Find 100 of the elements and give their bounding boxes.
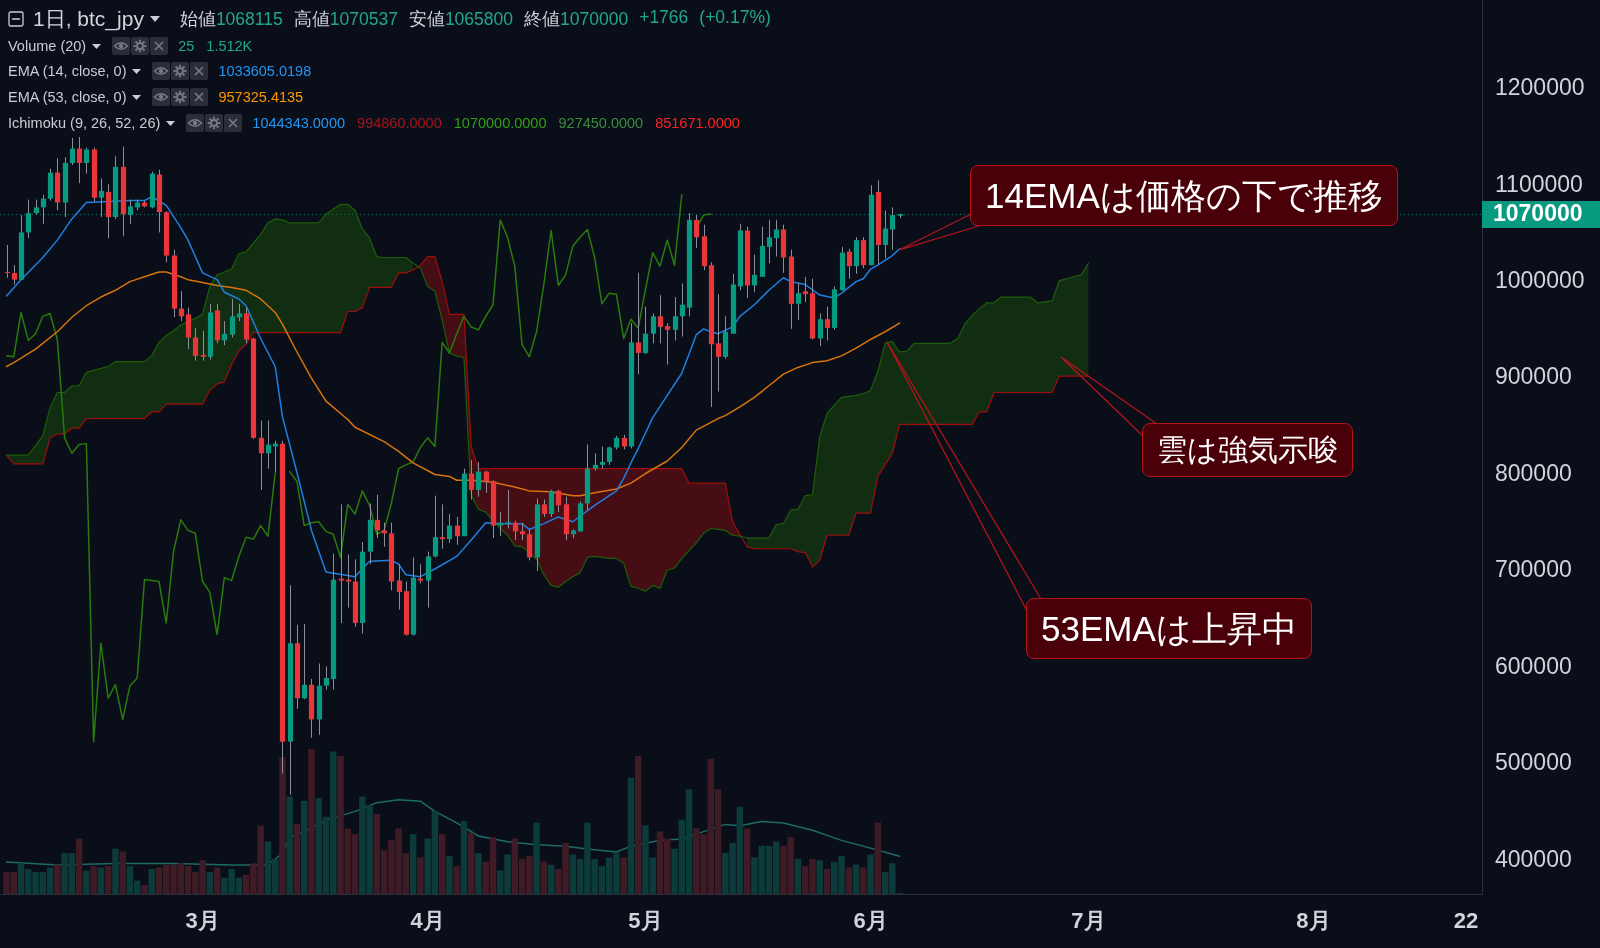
bar <box>417 857 424 894</box>
text: EMA (53, close, 0) 957325.4135 <box>8 89 304 105</box>
bar <box>112 848 119 894</box>
candlestick <box>599 446 606 470</box>
candlestick <box>454 516 461 546</box>
callout-box: 53EMAは上昇中 <box>1026 598 1312 659</box>
candlestick <box>4 244 11 279</box>
candlestick <box>396 563 403 610</box>
candlestick <box>824 306 831 341</box>
bar <box>104 866 112 894</box>
bar <box>308 749 315 894</box>
candlestick <box>417 563 424 584</box>
y-tick-label: 1100000 <box>1495 170 1583 197</box>
candlestick <box>642 306 649 355</box>
bar <box>279 757 286 894</box>
y-tick-label: 400000 <box>1495 845 1572 872</box>
bar <box>446 855 453 894</box>
text: Volume (20) 25 1.512K <box>8 38 253 54</box>
chart-title: 1日, btc_jpy <box>33 6 144 33</box>
candlestick <box>555 489 562 513</box>
candlestick <box>475 461 482 498</box>
candlestick <box>446 513 453 544</box>
x-tick-label: 7月 <box>1071 908 1106 934</box>
y-tick-label: 900000 <box>1495 363 1572 390</box>
candlestick <box>439 503 446 550</box>
candlestick <box>272 440 279 474</box>
callout-box: 14EMAは価格の下で推移 <box>970 165 1398 226</box>
candlestick <box>76 136 83 184</box>
y-tick-label: 500000 <box>1495 749 1572 776</box>
candlestick <box>345 554 352 609</box>
candlestick <box>468 459 475 501</box>
candlestick <box>301 623 308 700</box>
candlestick <box>657 294 664 344</box>
bar <box>540 861 548 894</box>
bar <box>620 857 627 894</box>
bar <box>438 834 446 894</box>
text: 始値1068115 高値1070537 安値1065800 終値1070000 +1766 (+0.17%) <box>179 7 771 29</box>
candlestick <box>693 214 700 249</box>
bar <box>845 867 853 894</box>
bar <box>97 867 105 894</box>
bar <box>743 828 751 894</box>
candlestick <box>69 137 76 166</box>
bar <box>627 777 635 894</box>
candlestick <box>185 307 192 350</box>
candlestick <box>374 494 381 539</box>
candlestick <box>751 254 758 293</box>
bar <box>148 869 155 894</box>
bar <box>860 867 867 894</box>
bar <box>286 796 293 894</box>
x-tick-label: 5月 <box>628 908 663 934</box>
y-tick-label: 1200000 <box>1495 74 1585 101</box>
y-tick-label: 800000 <box>1495 459 1572 486</box>
bar <box>852 864 860 894</box>
bar <box>874 822 882 894</box>
bar <box>475 853 482 894</box>
x-tick-label: 6月 <box>853 908 888 934</box>
bar <box>83 870 90 894</box>
candlestick <box>11 264 18 285</box>
bar <box>293 824 301 894</box>
x-tick-label: 3月 <box>185 908 220 934</box>
text: Ichimoku (9, 26, 52, 26) 1044343.0000 994860.0000 1070000.0000 927450.0000 851671.0000 <box>8 115 740 131</box>
bar <box>547 864 555 894</box>
x-tick-label: 22 <box>1453 908 1479 934</box>
candlestick <box>323 665 330 691</box>
candlestick <box>664 322 671 366</box>
candlestick <box>192 327 199 362</box>
candlestick <box>483 470 490 494</box>
candlestick <box>817 312 824 347</box>
bar <box>90 866 97 894</box>
candlestick <box>526 528 533 561</box>
candlestick <box>672 296 679 341</box>
bar <box>213 867 221 894</box>
bar <box>533 822 540 894</box>
callout-box: 雲は強気示唆 <box>1142 423 1353 477</box>
bar <box>816 860 823 894</box>
candlestick <box>795 283 802 321</box>
candlestick <box>229 298 236 339</box>
bar <box>823 869 831 894</box>
bar <box>634 755 642 894</box>
bar <box>460 821 468 894</box>
x-tick-label: 8月 <box>1296 908 1331 934</box>
candlestick <box>83 147 90 175</box>
text: EMA (14, close, 0) 1033605.0198 <box>8 63 312 79</box>
bar <box>54 864 61 894</box>
ref-line-label: 1070000 <box>1493 200 1583 227</box>
candlestick <box>505 489 512 529</box>
candlestick <box>200 330 207 362</box>
candlestick <box>635 272 642 375</box>
x-tick-label: 4月 <box>410 908 445 934</box>
candlestick <box>127 199 134 225</box>
y-tick-label: 700000 <box>1495 556 1572 583</box>
bar <box>206 871 214 894</box>
candlestick <box>802 276 809 303</box>
bar <box>453 866 460 894</box>
candlestick <box>679 283 686 338</box>
bar <box>867 854 874 894</box>
candlestick <box>846 248 853 280</box>
candlestick <box>715 293 722 393</box>
y-tick-label: 600000 <box>1495 652 1572 679</box>
candlestick <box>258 419 265 491</box>
